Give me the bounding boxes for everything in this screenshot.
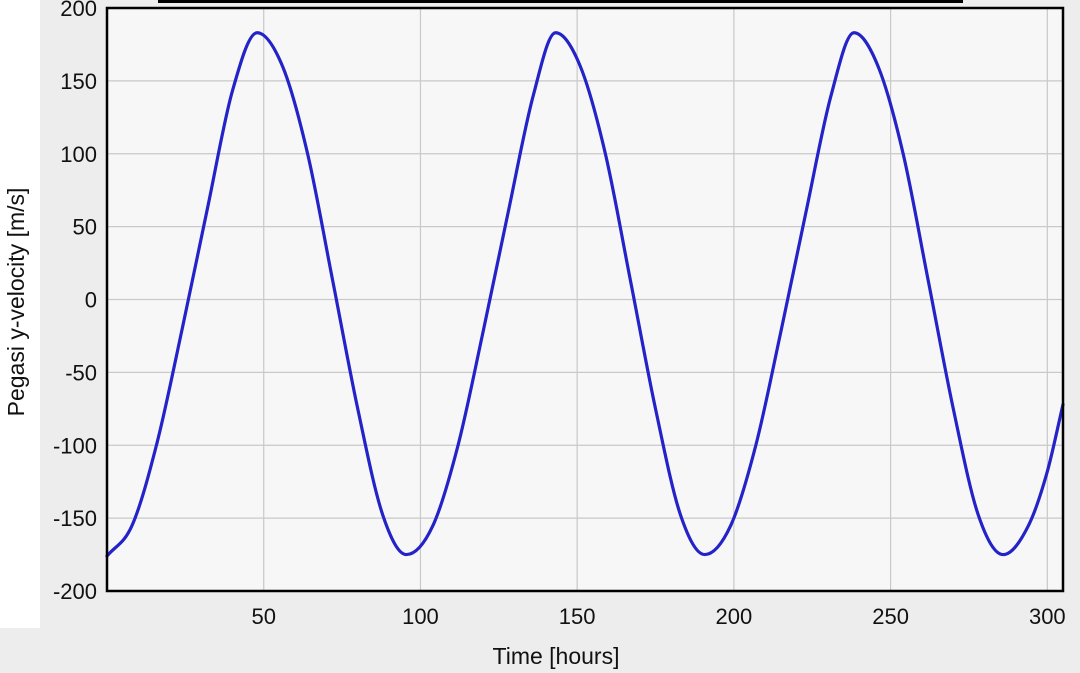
y-tick-label: 0 bbox=[85, 288, 97, 313]
y-tick-label: -50 bbox=[65, 360, 97, 385]
x-tick-label: 300 bbox=[1029, 604, 1066, 629]
y-tick-label: 150 bbox=[60, 69, 97, 94]
y-tick-labels: 200 150 100 50 0 -50 -100 -150 -200 bbox=[53, 0, 97, 604]
y-tick-label: -100 bbox=[53, 433, 97, 458]
plot-frame bbox=[105, 6, 1065, 593]
y-tick-label: 50 bbox=[73, 215, 97, 240]
x-tick-label: 250 bbox=[872, 604, 909, 629]
x-axis-title: Time [hours] bbox=[493, 643, 620, 669]
y-axis-title: Pegasi y-velocity [m/s] bbox=[3, 188, 29, 417]
series-layer bbox=[105, 31, 1065, 558]
top-bar bbox=[158, 0, 963, 3]
series-line bbox=[105, 31, 1065, 558]
x-tick-label: 50 bbox=[251, 604, 275, 629]
y-tick-label: 200 bbox=[60, 0, 97, 21]
x-tick-label: 200 bbox=[716, 604, 753, 629]
x-tick-label: 150 bbox=[559, 604, 596, 629]
x-tick-labels: 50 100 150 200 250 300 bbox=[251, 604, 1065, 629]
left-margin-strip bbox=[0, 628, 40, 673]
y-tick-label: -150 bbox=[53, 506, 97, 531]
x-tick-label: 100 bbox=[402, 604, 439, 629]
y-tick-label: -200 bbox=[53, 579, 97, 604]
y-tick-label: 100 bbox=[60, 142, 97, 167]
